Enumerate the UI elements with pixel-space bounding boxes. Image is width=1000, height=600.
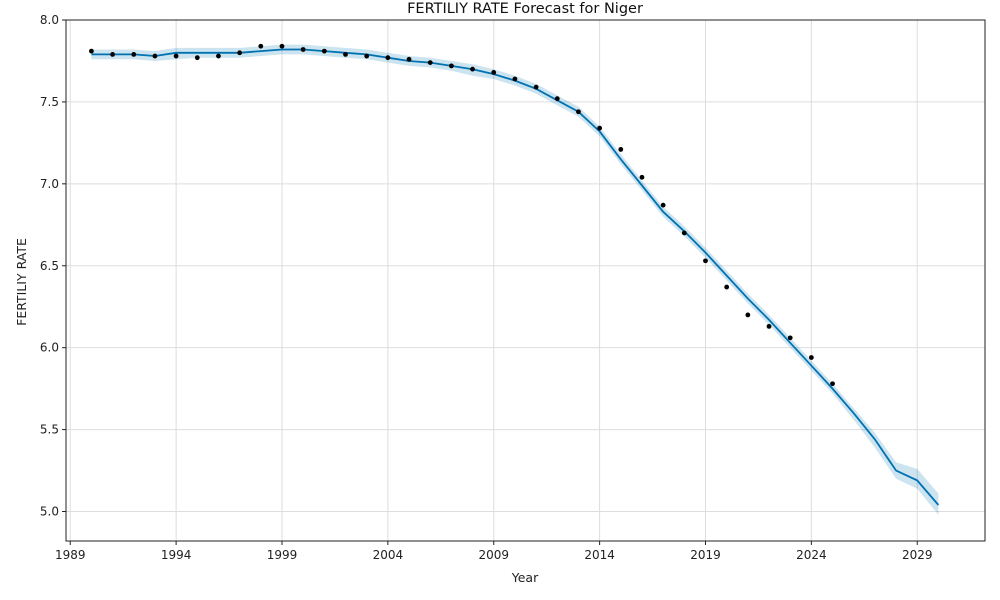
actual-point <box>173 53 179 59</box>
x-tick-label: 2014 <box>584 548 615 562</box>
actual-point <box>258 43 264 49</box>
actual-point <box>787 335 793 341</box>
actual-point <box>830 381 835 387</box>
y-tick-label: 8.0 <box>40 13 59 27</box>
actual-point <box>216 53 221 59</box>
actual-point <box>237 50 243 56</box>
actual-point <box>448 63 454 69</box>
actual-point <box>321 48 327 54</box>
actual-point <box>491 70 497 75</box>
actual-point <box>724 284 730 290</box>
actual-point <box>364 53 370 59</box>
x-tick-label: 2029 <box>902 548 933 562</box>
actual-point <box>131 52 137 57</box>
actual-point <box>533 84 539 90</box>
actual-point <box>194 55 200 61</box>
actual-point <box>703 258 708 264</box>
actual-data-points <box>89 43 835 387</box>
actual-point <box>300 47 306 52</box>
actual-point <box>597 125 603 131</box>
y-tick-label: 5.5 <box>40 423 59 437</box>
actual-point <box>152 53 158 59</box>
actual-point <box>470 66 475 72</box>
actual-point <box>279 43 285 49</box>
x-tick-label: 2024 <box>796 548 827 562</box>
actual-point <box>110 52 115 57</box>
actual-point <box>660 202 666 208</box>
actual-point <box>89 48 94 54</box>
actual-point <box>343 52 348 57</box>
x-tick-label: 2004 <box>373 548 404 562</box>
actual-point <box>554 96 560 102</box>
y-axis-title: FERTILIY RATE <box>14 238 29 326</box>
chart-title: FERTILIY RATE Forecast for Niger <box>407 1 643 17</box>
x-axis: 1989 1994 1999 2004 2009 2014 2019 2024 2029 <box>55 541 933 562</box>
actual-point <box>745 312 751 318</box>
actual-point <box>639 174 645 180</box>
y-tick-label: 7.5 <box>40 95 59 109</box>
x-tick-label: 1989 <box>55 548 86 562</box>
actual-point <box>618 147 624 152</box>
actual-point <box>576 109 581 115</box>
actual-point <box>512 76 518 82</box>
actual-point <box>406 56 412 62</box>
x-tick-label: 2009 <box>478 548 509 562</box>
actual-point <box>766 323 772 329</box>
actual-point <box>385 55 391 61</box>
y-tick-label: 7.0 <box>40 177 59 191</box>
grid <box>66 19 985 541</box>
y-tick-label: 5.0 <box>40 505 59 519</box>
actual-point <box>808 355 814 360</box>
x-tick-label: 1994 <box>161 548 192 562</box>
x-axis-title: Year <box>511 570 539 585</box>
plot-frame <box>65 19 986 542</box>
actual-point <box>427 60 433 65</box>
y-axis: 5.0 5.5 6.0 6.5 7.0 7.5 8.0 <box>40 13 66 519</box>
x-tick-label: 1999 <box>267 548 298 562</box>
y-tick-label: 6.5 <box>40 259 59 273</box>
x-tick-label: 2019 <box>690 548 721 562</box>
actual-point <box>681 230 687 236</box>
y-tick-label: 6.0 <box>40 341 59 355</box>
